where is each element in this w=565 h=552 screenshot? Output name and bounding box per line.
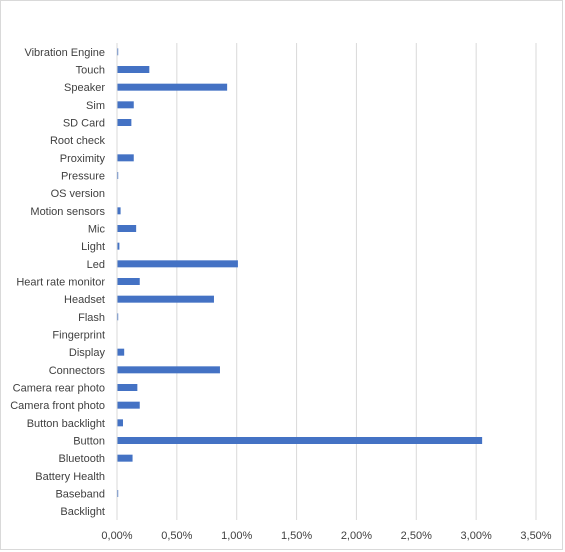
x-tick-label: 3,50% <box>520 530 551 542</box>
x-tick-label: 3,00% <box>461 530 492 542</box>
x-tick-label: 1,00% <box>221 530 252 542</box>
category-label: Backlight <box>60 506 105 518</box>
category-label: Button <box>73 436 105 448</box>
category-label: Root check <box>50 135 106 147</box>
bar <box>117 313 119 321</box>
x-tick-label: 0,50% <box>161 530 192 542</box>
category-label: Button backlight <box>27 418 105 430</box>
bar <box>117 154 134 162</box>
category-label: Light <box>81 241 105 253</box>
bar <box>117 101 134 109</box>
category-label: Led <box>87 259 105 271</box>
category-label: Fingerprint <box>52 330 105 342</box>
category-label: SD Card <box>63 118 105 130</box>
bar <box>117 295 214 303</box>
category-label: Battery Health <box>35 471 105 483</box>
category-label: Touch <box>76 65 105 77</box>
bar <box>117 260 238 268</box>
bar <box>117 48 119 56</box>
category-label: Speaker <box>64 82 105 94</box>
bar <box>117 384 138 391</box>
category-label: Proximity <box>60 153 106 165</box>
bar <box>117 419 123 427</box>
x-axis-tick-labels: 0,00% 0,50% 1,00% 1,50% 2,00% 2,50% 3,00% 3,50% <box>101 530 551 542</box>
category-label: Flash <box>78 312 105 324</box>
category-label: Heart rate monitor <box>16 277 105 289</box>
bar <box>117 278 140 285</box>
x-tick-label: 0,00% <box>101 530 132 542</box>
bar <box>117 454 133 462</box>
bar <box>117 225 137 232</box>
category-label: OS version <box>51 188 105 200</box>
gridlines <box>176 43 537 520</box>
bar <box>117 437 483 444</box>
x-tick-label: 2,00% <box>341 530 372 542</box>
bar <box>117 242 120 250</box>
bar <box>117 490 119 497</box>
category-label: Bluetooth <box>59 453 105 465</box>
category-label: Camera front photo <box>10 400 105 412</box>
category-label: Display <box>69 347 106 359</box>
category-labels: Vibration Engine Touch Speaker Sim SD Card Ro… <box>10 47 105 518</box>
bar <box>117 401 140 409</box>
category-label: Baseband <box>55 489 105 501</box>
bar <box>117 119 132 126</box>
category-label: Mic <box>88 224 106 236</box>
category-label: Headset <box>64 294 105 306</box>
bar <box>117 348 125 356</box>
category-label: Camera rear photo <box>13 383 105 395</box>
bar <box>117 172 119 179</box>
category-label: Motion sensors <box>30 206 105 218</box>
x-tick-label: 1,50% <box>281 530 312 542</box>
category-label: Vibration Engine <box>24 47 105 59</box>
bars <box>117 48 483 497</box>
category-label: Pressure <box>61 171 105 183</box>
x-tick-label: 2,50% <box>401 530 432 542</box>
bar <box>117 83 228 91</box>
bar <box>117 366 220 374</box>
category-label: Connectors <box>49 365 106 377</box>
bar <box>117 207 121 215</box>
category-label: Sim <box>86 100 105 112</box>
bar <box>117 66 150 73</box>
